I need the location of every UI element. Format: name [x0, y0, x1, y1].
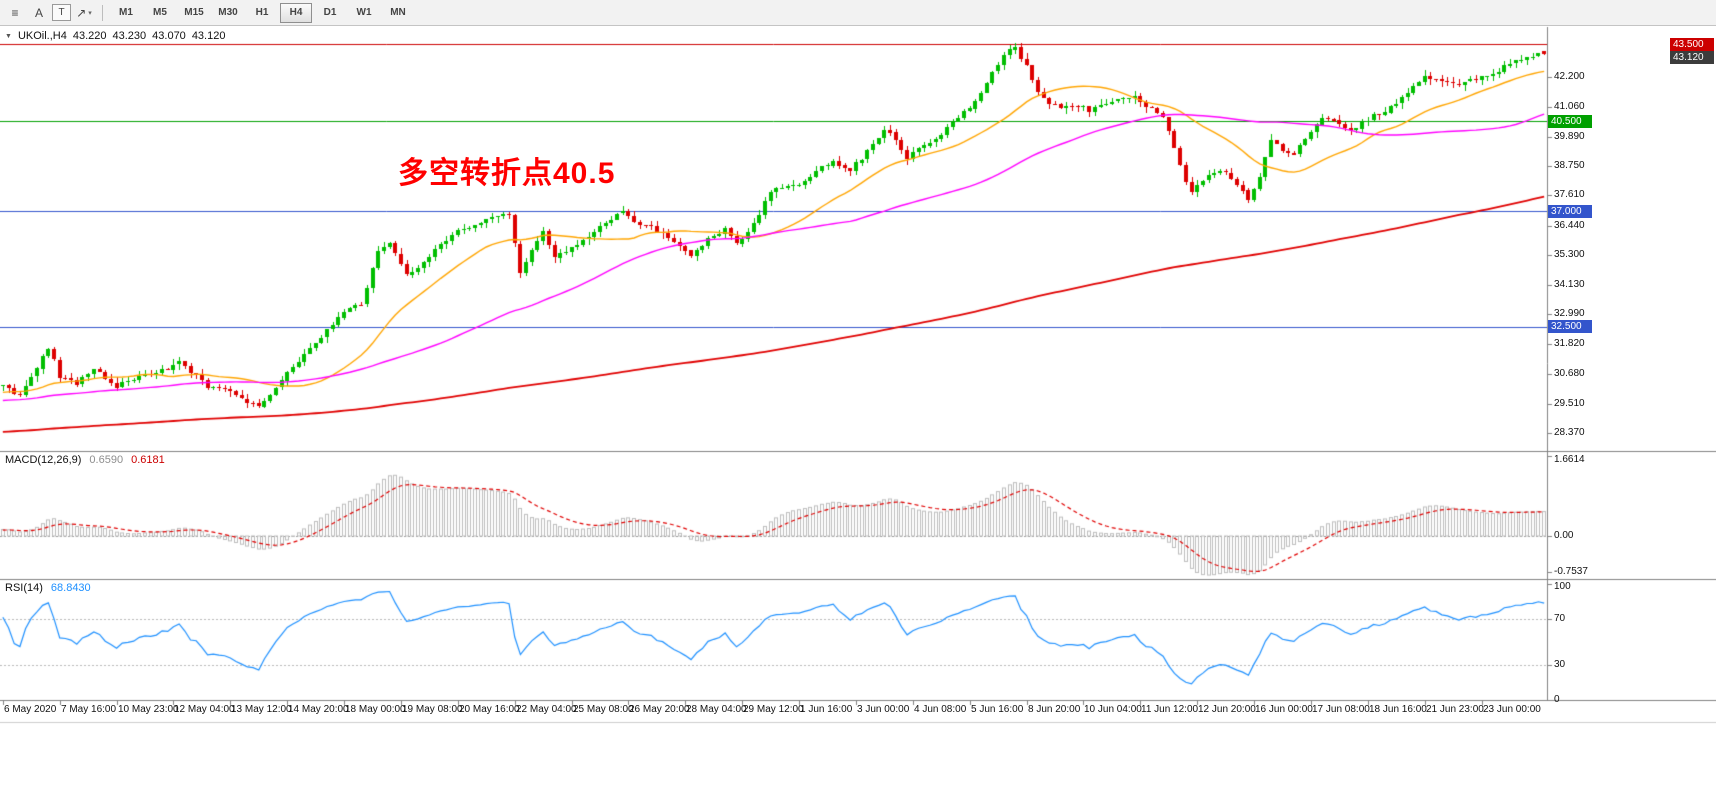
ohlc-open-value: 43.220: [72, 30, 107, 42]
time-axis-label: 19 May 08:00: [402, 704, 463, 715]
price-axis-label: 31.820: [1554, 338, 1585, 350]
current-price-chip: 43.120: [1670, 50, 1714, 64]
timeframe-button-h4[interactable]: H4: [280, 2, 312, 23]
ohlc-high-value: 43.230: [112, 30, 147, 42]
macd-axis-label: 1.6614: [1554, 454, 1585, 465]
ohlc-low-value: 43.070: [152, 30, 186, 42]
macd-axis-label: -0.7537: [1554, 566, 1588, 578]
timeframe-button-mn[interactable]: MN: [390, 7, 406, 18]
macd-axis-label: 0.00: [1554, 530, 1574, 541]
time-axis-label: 6 May 2020: [4, 704, 57, 715]
macd-indicator-header: MACD(12,26,9) 0.6590 0.6181: [5, 454, 165, 466]
price-axis-label: 34.130: [1554, 278, 1585, 290]
timeframe-button-m30[interactable]: M30: [218, 7, 238, 18]
time-axis-label: 14 May 20:00: [288, 704, 349, 715]
dropdown-caret-icon: ▾: [88, 9, 92, 17]
hline-price-chip: 43.500: [1670, 37, 1714, 51]
lines-tool-icon[interactable]: ≡: [11, 5, 19, 20]
hline-price-chip: 32.500: [1548, 320, 1592, 334]
chart-collapse-icon[interactable]: ▼: [5, 32, 12, 40]
chart-title: ▼ UKOil.,H4 43.220 43.230 43.070 43.120: [5, 30, 225, 42]
price-axis-label: 37.610: [1554, 189, 1585, 201]
rsi-label: RSI(14): [5, 582, 43, 594]
time-axis-label: 13 May 12:00: [231, 704, 292, 715]
time-axis-label: 20 May 16:00: [459, 704, 520, 715]
time-axis-label: 18 Jun 16:00: [1369, 704, 1427, 715]
time-axis-label: 10 May 23:00: [118, 704, 179, 715]
time-axis-label: 3 Jun 00:00: [857, 704, 910, 715]
rsi-axis-label: 100: [1554, 581, 1571, 592]
time-axis-label: 23 Jun 00:00: [1483, 704, 1541, 715]
time-axis-label: 12 May 04:00: [174, 704, 235, 715]
price-axis-label: 41.060: [1554, 100, 1585, 112]
time-axis-label: 17 Jun 08:00: [1312, 704, 1370, 715]
timeframe-button-m1[interactable]: M1: [119, 7, 133, 18]
time-axis-label: 1 Jun 16:00: [800, 704, 853, 715]
hline-price-chip: 37.000: [1548, 204, 1592, 218]
toolbar-separator: [102, 4, 103, 21]
timeframe-button-m15[interactable]: M15: [184, 7, 204, 18]
price-axis-label: 36.440: [1554, 219, 1585, 231]
price-axis-label: 35.300: [1554, 248, 1585, 260]
time-axis-label: 22 May 04:00: [516, 704, 577, 715]
timeframe-button-m5[interactable]: M5: [153, 7, 167, 18]
timeframe-button-w1[interactable]: W1: [356, 7, 372, 18]
time-axis-label: 21 Jun 23:00: [1426, 704, 1484, 715]
rsi-indicator-header: RSI(14) 68.8430: [5, 582, 91, 594]
symbol-period-label: UKOil.,H4: [17, 30, 67, 42]
time-axis-label: 25 May 08:00: [573, 704, 634, 715]
text-tool-icon[interactable]: A: [34, 5, 43, 20]
timeframe-button-h1[interactable]: H1: [255, 7, 269, 18]
rsi-axis-label: 0: [1554, 694, 1560, 705]
time-axis-label: 5 Jun 16:00: [971, 704, 1024, 715]
macd-main-value: 0.6590: [89, 454, 124, 466]
chart-annotation-text: 多空转折点40.5: [398, 157, 616, 190]
time-axis-label: 16 Jun 00:00: [1255, 704, 1313, 715]
price-axis-label: 28.370: [1554, 426, 1585, 438]
price-axis-label: 42.200: [1554, 71, 1585, 83]
time-axis-label: 11 Jun 12:00: [1141, 704, 1199, 715]
timeframe-buttons-group: M1 M5 M15 M30 H1 H4 D1 W1 MN: [109, 2, 415, 23]
price-axis-label: 30.680: [1554, 367, 1585, 379]
price-axis-label: 29.510: [1554, 397, 1585, 409]
time-axis-label: 7 May 16:00: [61, 704, 117, 715]
time-axis-label: 18 May 00:00: [345, 704, 406, 715]
time-axis-label: 29 May 12:00: [743, 704, 804, 715]
ohlc-close-value: 43.120: [191, 30, 226, 42]
macd-signal-value: 0.6181: [131, 454, 165, 466]
time-axis-label: 10 Jun 04:00: [1084, 704, 1142, 715]
macd-label: MACD(12,26,9): [5, 454, 82, 466]
arrows-tool-icon[interactable]: ↗ ▾: [76, 5, 92, 20]
time-axis-label: 8 Jun 20:00: [1028, 704, 1081, 715]
price-axis-label: 39.890: [1554, 130, 1585, 142]
time-axis-label: 12 Jun 20:00: [1198, 704, 1256, 715]
time-axis-label: 4 Jun 08:00: [914, 704, 967, 715]
rsi-axis-label: 70: [1554, 612, 1566, 624]
rsi-value: 68.8430: [50, 582, 91, 594]
time-axis-label: 28 May 04:00: [686, 704, 747, 715]
price-axis-label: 32.990: [1554, 308, 1585, 320]
drawing-tools-group: ≡ A T ↗ ▾: [3, 3, 96, 23]
time-axis-label: 26 May 20:00: [629, 704, 690, 715]
price-axis-label: 38.750: [1554, 160, 1585, 172]
rsi-axis-label: 30: [1554, 659, 1566, 671]
hline-price-chip: 40.500: [1548, 114, 1592, 128]
timeframe-button-d1[interactable]: D1: [323, 7, 337, 18]
main-toolbar: ≡ A T ↗ ▾ M1 M5 M15 M30 H1 H4 D1 W1 MN: [0, 0, 1716, 26]
label-tool-icon[interactable]: T: [52, 4, 71, 21]
